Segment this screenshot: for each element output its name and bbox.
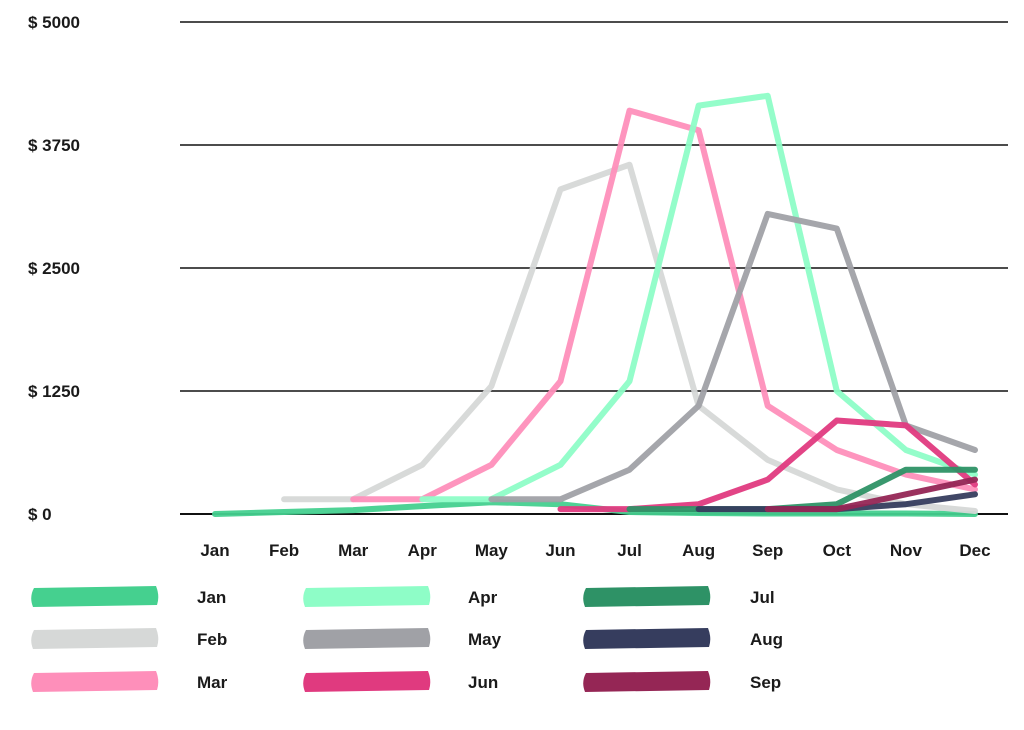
legend-label-may: May	[468, 630, 502, 649]
legend-label-jan: Jan	[197, 588, 226, 607]
x-tick-label: Feb	[269, 541, 299, 560]
x-axis-labels: Jan Feb Mar Apr May Jun Jul Aug Sep Oct Nov Dec	[200, 541, 990, 560]
legend-swatch-feb	[31, 628, 159, 649]
legend-label-sep: Sep	[750, 673, 781, 692]
x-tick-label: Nov	[890, 541, 923, 560]
y-tick-label: $ 5000	[28, 13, 80, 32]
legend-swatch-apr	[303, 586, 431, 607]
series-line-apr	[419, 92, 978, 503]
legend-swatch-jun	[303, 671, 431, 692]
x-tick-label: Apr	[408, 541, 438, 560]
x-tick-label: Jul	[617, 541, 642, 560]
y-tick-label: $ 0	[28, 505, 52, 524]
grid	[180, 21, 1008, 515]
legend-swatch-jan	[31, 586, 159, 607]
legend-swatch-mar	[31, 671, 159, 692]
legend-swatch-may	[303, 628, 431, 649]
series-line-sep	[764, 476, 978, 513]
legend-label-mar: Mar	[197, 673, 228, 692]
x-tick-label: Jan	[200, 541, 229, 560]
x-tick-label: May	[475, 541, 509, 560]
legend-swatch-sep	[583, 671, 711, 692]
series-line-feb	[281, 161, 978, 514]
legend-label-apr: Apr	[468, 588, 498, 607]
legend-label-feb: Feb	[197, 630, 227, 649]
legend-label-jun: Jun	[468, 673, 498, 692]
x-tick-label: Aug	[682, 541, 715, 560]
y-tick-label: $ 3750	[28, 136, 80, 155]
series-line-mar	[350, 107, 978, 503]
x-tick-label: Jun	[545, 541, 575, 560]
legend-label-aug: Aug	[750, 630, 783, 649]
x-tick-label: Dec	[959, 541, 990, 560]
x-tick-label: Mar	[338, 541, 369, 560]
legend: Jan Feb Mar Apr May Jun Jul Aug Sep	[31, 586, 783, 692]
y-axis-labels: $ 0 $ 1250 $ 2500 $ 3750 $ 5000	[28, 13, 80, 524]
y-tick-label: $ 2500	[28, 259, 80, 278]
series-line-may	[488, 210, 978, 503]
y-tick-label: $ 1250	[28, 382, 80, 401]
legend-label-jul: Jul	[750, 588, 775, 607]
x-tick-label: Oct	[823, 541, 852, 560]
x-tick-label: Sep	[752, 541, 783, 560]
legend-swatch-jul	[583, 586, 711, 607]
series-lines	[212, 92, 978, 517]
legend-swatch-aug	[583, 628, 711, 649]
